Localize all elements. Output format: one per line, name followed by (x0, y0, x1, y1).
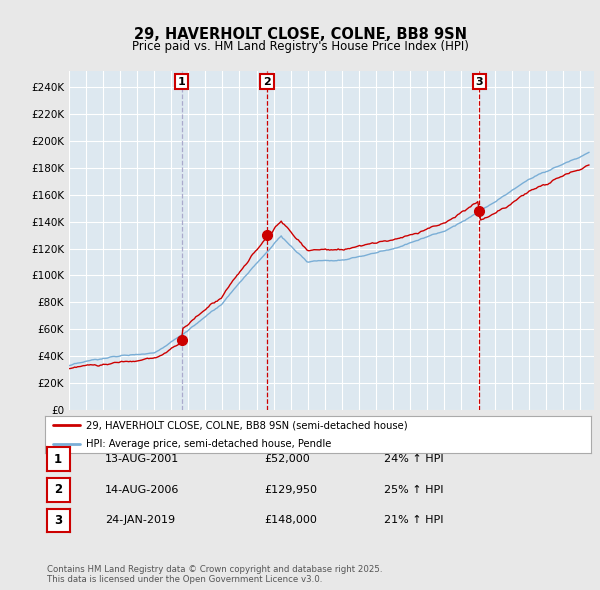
Text: HPI: Average price, semi-detached house, Pendle: HPI: Average price, semi-detached house,… (86, 439, 331, 449)
Text: 2: 2 (54, 483, 62, 496)
Text: 24-JAN-2019: 24-JAN-2019 (105, 516, 175, 525)
Text: 1: 1 (178, 77, 186, 87)
Text: 3: 3 (54, 514, 62, 527)
Text: This data is licensed under the Open Government Licence v3.0.: This data is licensed under the Open Gov… (47, 575, 322, 584)
Text: Price paid vs. HM Land Registry's House Price Index (HPI): Price paid vs. HM Land Registry's House … (131, 40, 469, 53)
Text: £129,950: £129,950 (264, 485, 317, 494)
Text: 25% ↑ HPI: 25% ↑ HPI (384, 485, 443, 494)
Text: Contains HM Land Registry data © Crown copyright and database right 2025.: Contains HM Land Registry data © Crown c… (47, 565, 382, 575)
Text: 3: 3 (476, 77, 483, 87)
Text: 1: 1 (54, 453, 62, 466)
Text: 24% ↑ HPI: 24% ↑ HPI (384, 454, 443, 464)
Text: £148,000: £148,000 (264, 516, 317, 525)
Text: 21% ↑ HPI: 21% ↑ HPI (384, 516, 443, 525)
Text: 2: 2 (263, 77, 271, 87)
Text: 13-AUG-2001: 13-AUG-2001 (105, 454, 179, 464)
Text: 14-AUG-2006: 14-AUG-2006 (105, 485, 179, 494)
Text: £52,000: £52,000 (264, 454, 310, 464)
Text: 29, HAVERHOLT CLOSE, COLNE, BB8 9SN: 29, HAVERHOLT CLOSE, COLNE, BB8 9SN (133, 27, 467, 42)
Text: 29, HAVERHOLT CLOSE, COLNE, BB8 9SN (semi-detached house): 29, HAVERHOLT CLOSE, COLNE, BB8 9SN (sem… (86, 420, 407, 430)
